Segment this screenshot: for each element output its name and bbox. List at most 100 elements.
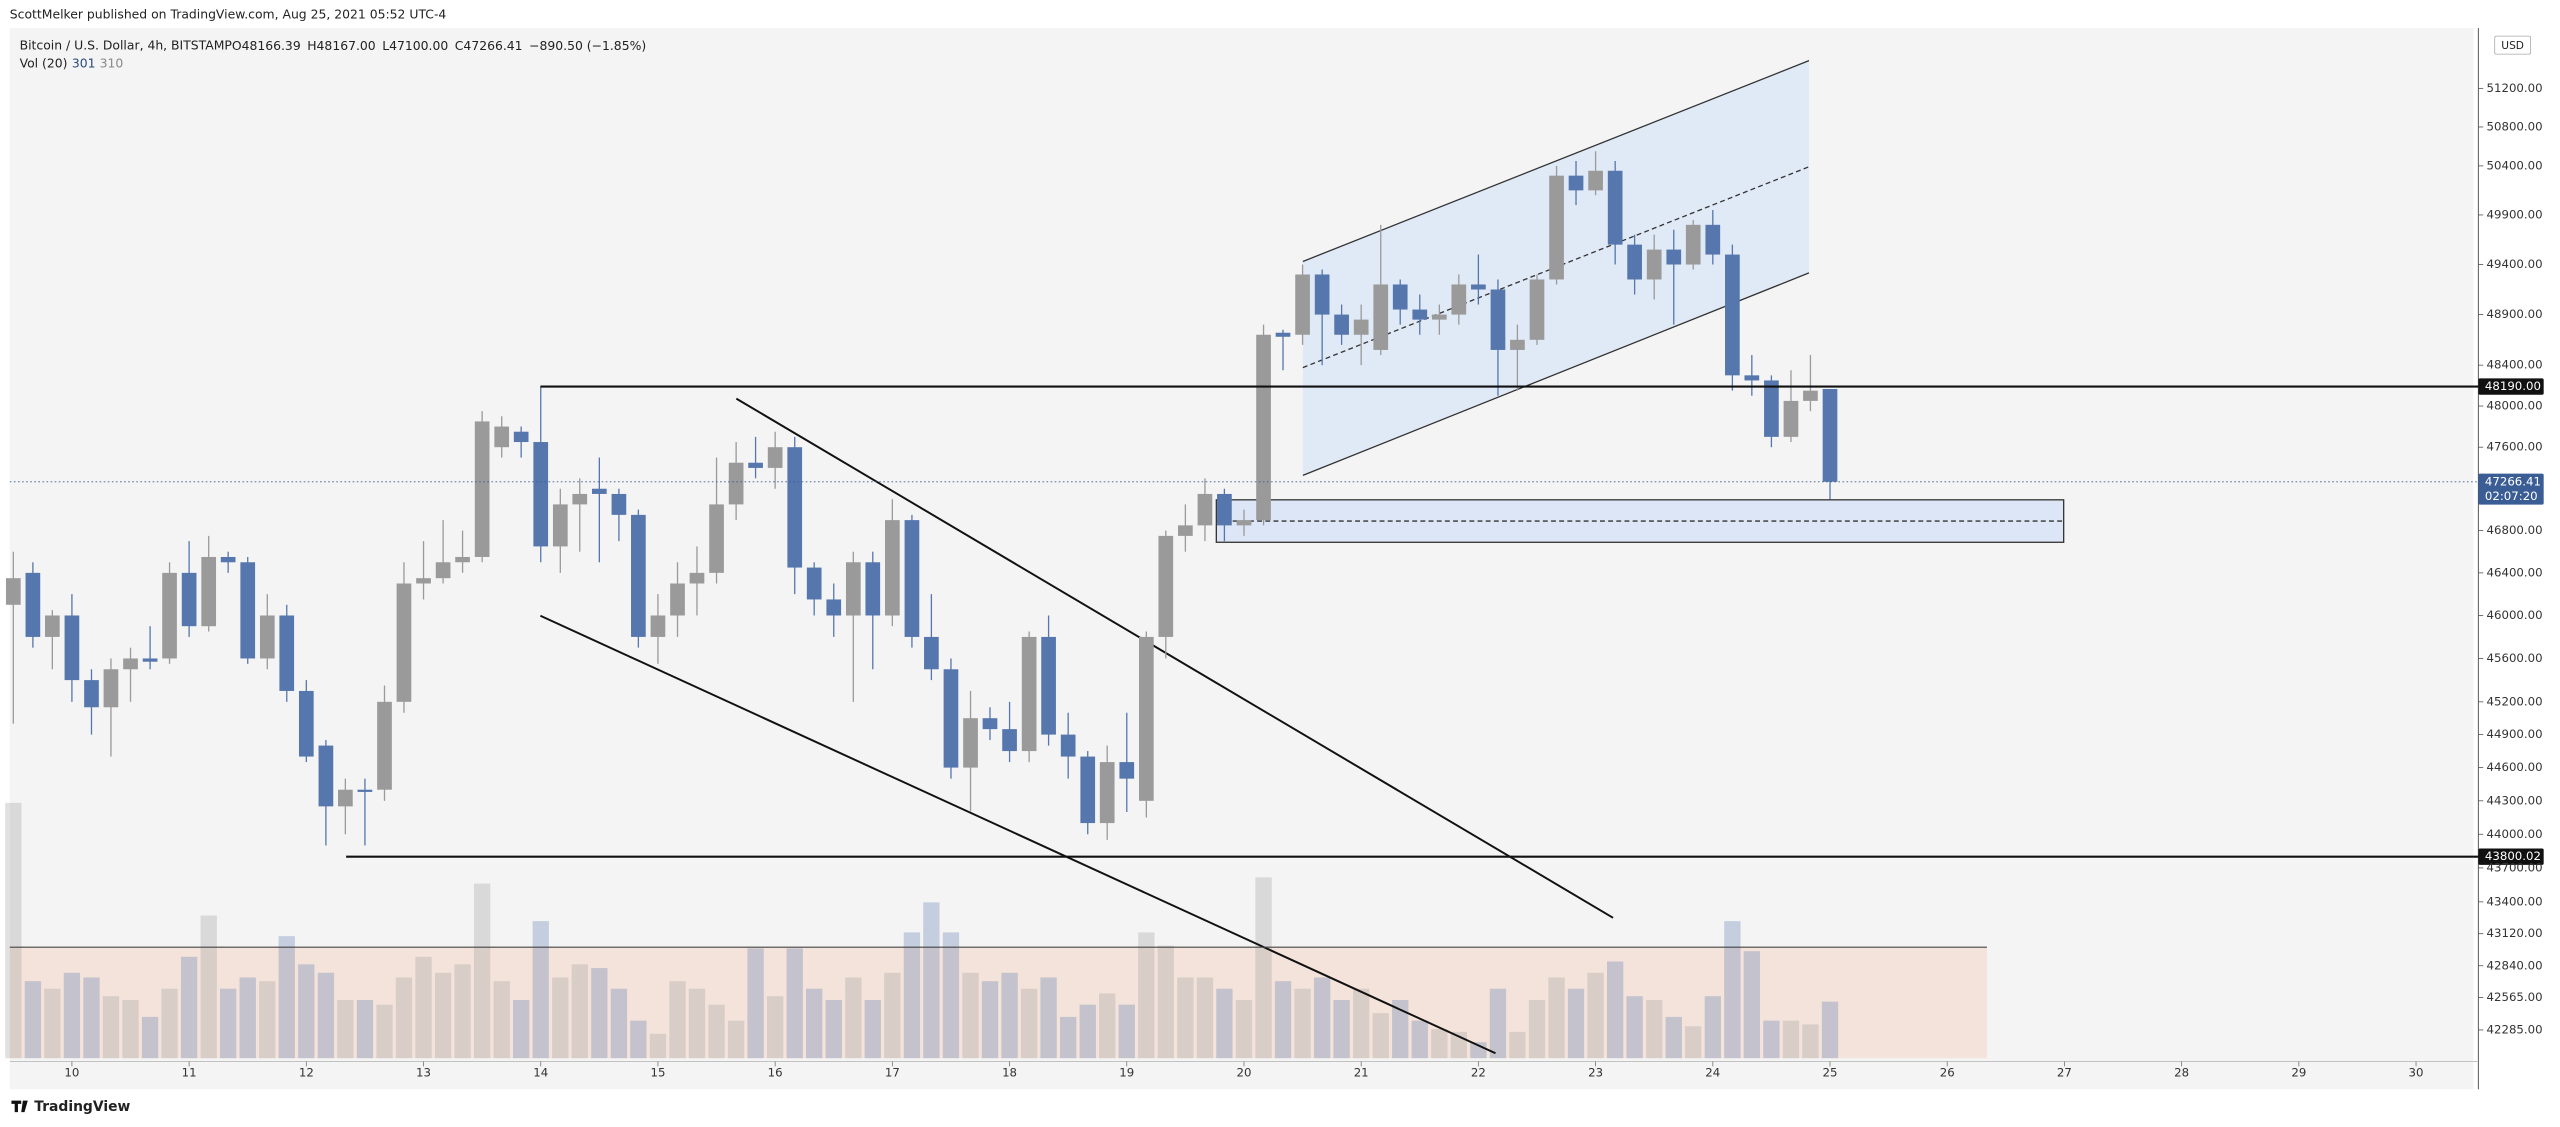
x-tick-label: 23: [1588, 1065, 1603, 1079]
candle-body: [1178, 525, 1193, 536]
level-label-box: [2478, 378, 2544, 395]
candle-body: [689, 572, 705, 584]
candle-body: [181, 572, 197, 627]
candle-body: [1646, 249, 1662, 280]
candle-body: [1822, 388, 1838, 482]
x-tick-label: 17: [885, 1065, 900, 1079]
candle-body: [650, 615, 666, 637]
candle-body: [1373, 284, 1389, 350]
volume-bar: [180, 956, 198, 1059]
candle-body: [1568, 175, 1584, 191]
volume-bar: [1274, 981, 1292, 1059]
candle-body: [552, 504, 568, 547]
volume-bar: [786, 948, 803, 1059]
candle-body: [1392, 284, 1408, 310]
x-tick-label: 21: [1354, 1065, 1369, 1079]
currency-box: [2494, 35, 2532, 55]
candle-body: [474, 421, 490, 557]
volume-bar: [1079, 1004, 1096, 1059]
y-tick-label: 46800.00: [2487, 523, 2543, 537]
volume-ma-value: 310: [100, 55, 124, 70]
candle-body: [513, 431, 529, 443]
candle-body: [1607, 170, 1623, 245]
volume-bar: [493, 981, 510, 1059]
volume-value: 301: [72, 55, 96, 70]
volume-bar: [1704, 996, 1721, 1059]
volume-bar: [83, 977, 100, 1059]
candle-body: [865, 562, 881, 616]
volume-bar: [1646, 999, 1663, 1059]
y-tick-label: 44300.00: [2487, 793, 2543, 807]
countdown: 02:07:20: [2485, 489, 2538, 503]
volume-bar: [1782, 1020, 1800, 1059]
candle-body: [1529, 279, 1545, 340]
candle-body: [1119, 762, 1135, 779]
volume-bar: [1138, 932, 1155, 1059]
volume-bar: [981, 981, 999, 1059]
y-tick-label: 48900.00: [2487, 307, 2543, 321]
candle-body: [1002, 729, 1017, 752]
volume-bar: [1489, 988, 1507, 1059]
candle-body: [982, 718, 998, 730]
volume-bar: [1060, 1016, 1077, 1059]
volume-bar: [1001, 972, 1018, 1059]
volume-bar: [395, 977, 413, 1059]
candle-body: [924, 636, 939, 670]
y-tick-label: 43400.00: [2487, 894, 2543, 908]
candle-body: [84, 680, 99, 708]
candle-body: [240, 562, 256, 659]
candle-body: [1510, 339, 1525, 350]
candle-body: [44, 615, 60, 637]
candle-body: [1236, 520, 1252, 526]
ohlc-item: −890.50 (−1.85%): [529, 37, 646, 52]
volume-bar: [1567, 988, 1585, 1059]
candle-body: [904, 520, 920, 637]
level-label-box: [2478, 848, 2544, 865]
y-tick-label: 43120.00: [2487, 926, 2543, 940]
volume-bar: [1040, 977, 1057, 1059]
candle-body: [533, 442, 549, 547]
volume-bar: [630, 1020, 647, 1059]
candle-body: [1138, 636, 1154, 801]
candle-body: [767, 447, 783, 468]
candle-body: [806, 567, 822, 600]
candle-body: [377, 701, 392, 790]
candle-body: [591, 488, 607, 494]
candle-body: [611, 493, 627, 515]
x-tick-label: 12: [299, 1065, 314, 1079]
volume-bar: [669, 981, 686, 1059]
x-tick-label: 19: [1119, 1065, 1134, 1079]
y-tick-label: 42840.00: [2487, 958, 2543, 972]
candle-body: [1314, 274, 1330, 315]
candle-body: [1353, 319, 1369, 335]
x-tick-label: 11: [182, 1065, 197, 1079]
volume-bar: [591, 968, 608, 1059]
y-tick-label: 47600.00: [2487, 440, 2543, 454]
level-label: 43800.02: [2485, 849, 2541, 863]
volume-bar: [259, 981, 276, 1059]
volume-bar: [571, 964, 588, 1059]
candles: [5, 151, 1838, 846]
volume-bar: [1235, 999, 1253, 1059]
candle-body: [631, 514, 646, 637]
y-tick-label: 48000.00: [2487, 399, 2543, 413]
volume-bar: [1313, 977, 1331, 1059]
y-tick-label: 49900.00: [2487, 207, 2543, 221]
y-tick-label: 46000.00: [2487, 608, 2543, 622]
y-tick-label: 44000.00: [2487, 827, 2543, 841]
volume-bar: [1626, 996, 1643, 1059]
y-tick-label: 44900.00: [2487, 727, 2543, 741]
x-tick-label: 14: [533, 1065, 548, 1079]
candle-body: [1021, 636, 1037, 752]
volume-pane: [5, 802, 1987, 1059]
candle-body: [279, 615, 295, 691]
channel-upper: [1302, 60, 1810, 263]
y-tick-label: 51200.00: [2487, 81, 2543, 95]
volume-bar: [122, 999, 139, 1059]
volume-bar: [200, 915, 217, 1059]
candle-body: [1099, 762, 1115, 824]
volume-legend: Vol (20): [20, 55, 68, 70]
candle-body: [1295, 274, 1310, 335]
volume-bar: [864, 999, 881, 1059]
candle-body: [318, 745, 334, 807]
